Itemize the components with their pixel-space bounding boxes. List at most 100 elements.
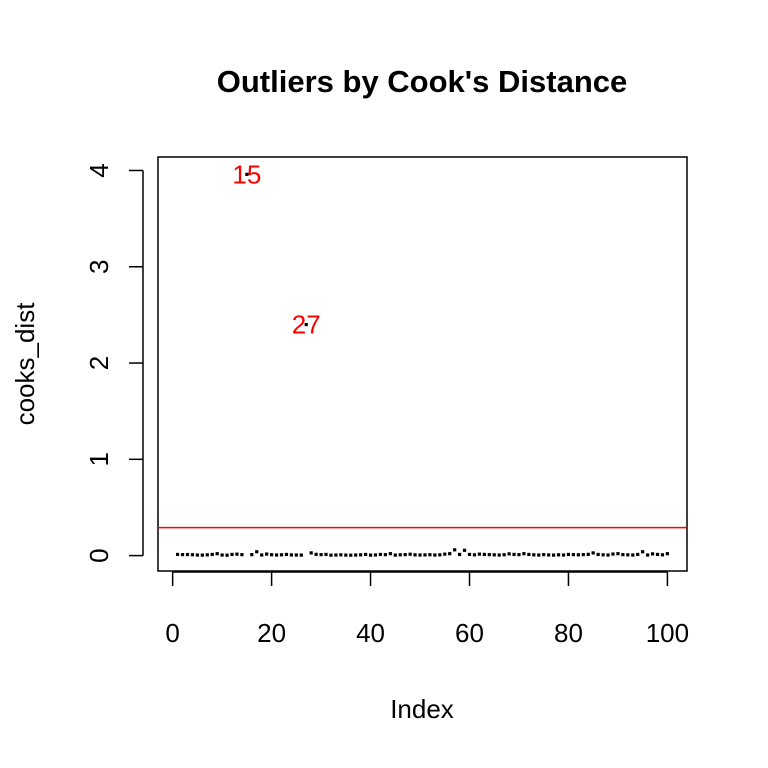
- data-point: [225, 553, 229, 557]
- x-axis-label: Index: [390, 694, 454, 724]
- x-tick-label: 40: [356, 618, 385, 648]
- data-point: [373, 553, 378, 557]
- data-point: [200, 553, 204, 557]
- data-point: [279, 553, 284, 557]
- x-tick-label: 60: [455, 618, 484, 648]
- data-point: [423, 553, 427, 557]
- data-point: [235, 552, 239, 556]
- plot-frame: [157, 156, 688, 572]
- data-point: [309, 551, 313, 555]
- data-point: [665, 552, 670, 556]
- y-tick-label: 1: [84, 452, 114, 466]
- data-point: [383, 553, 387, 557]
- data-points: [175, 172, 670, 557]
- data-point: [344, 553, 348, 557]
- data-point: [660, 553, 665, 557]
- x-axis: 0 20 40 60 80 100: [165, 571, 689, 648]
- data-point: [487, 553, 491, 557]
- y-tick-label: 2: [84, 356, 114, 370]
- data-point: [586, 552, 590, 556]
- data-point: [566, 552, 571, 557]
- data-point: [556, 553, 561, 557]
- data-point: [641, 550, 645, 554]
- data-point: [220, 553, 224, 557]
- y-axis: 0 1 2 3 4: [84, 163, 144, 563]
- data-point: [443, 552, 447, 556]
- data-point: [433, 553, 437, 557]
- data-point: [591, 551, 595, 555]
- outlier-label: 15: [232, 159, 261, 189]
- data-point: [205, 553, 209, 557]
- y-tick-label: 4: [84, 163, 114, 177]
- data-point: [260, 553, 264, 557]
- data-point: [324, 552, 328, 557]
- data-point: [547, 553, 551, 557]
- data-point: [408, 552, 412, 556]
- data-point: [185, 552, 190, 557]
- data-point: [448, 552, 452, 556]
- data-point: [561, 553, 566, 557]
- data-point: [472, 553, 477, 557]
- data-point: [438, 553, 442, 557]
- outlier-label: 27: [292, 310, 321, 340]
- data-point: [319, 553, 323, 557]
- data-point: [636, 552, 640, 557]
- data-point: [314, 552, 318, 556]
- data-point: [329, 553, 333, 557]
- data-point: [502, 553, 506, 557]
- data-point: [180, 553, 185, 557]
- data-point: [294, 553, 298, 557]
- data-point: [458, 552, 462, 557]
- data-point: [398, 553, 402, 557]
- y-tick-label: 0: [84, 548, 114, 562]
- data-point: [230, 552, 234, 557]
- data-point: [596, 552, 600, 557]
- data-point: [621, 553, 625, 557]
- data-point: [359, 553, 363, 557]
- data-point: [304, 322, 308, 327]
- data-point: [631, 553, 635, 557]
- data-point: [532, 553, 536, 557]
- data-point: [616, 552, 620, 556]
- data-point: [581, 553, 585, 557]
- data-point: [512, 552, 516, 557]
- data-point: [482, 552, 486, 557]
- data-point: [354, 553, 358, 557]
- data-point: [527, 552, 531, 557]
- data-point: [255, 550, 259, 554]
- data-point: [467, 552, 472, 557]
- data-point: [368, 553, 373, 557]
- data-point: [284, 552, 289, 557]
- data-point: [601, 553, 605, 557]
- data-point: [245, 172, 249, 176]
- data-point: [537, 553, 541, 557]
- data-point: [650, 552, 655, 556]
- data-point: [240, 553, 244, 557]
- data-point: [646, 553, 650, 557]
- data-point: [606, 553, 610, 557]
- data-point: [571, 553, 576, 557]
- data-point: [289, 553, 293, 557]
- data-point: [522, 552, 526, 556]
- data-point: [611, 552, 615, 556]
- data-point: [626, 553, 630, 557]
- data-point: [576, 553, 580, 557]
- data-point: [462, 548, 467, 552]
- x-tick-label: 100: [646, 618, 689, 648]
- data-point: [393, 553, 397, 557]
- data-point: [265, 552, 269, 556]
- data-point: [507, 552, 511, 556]
- data-point: [552, 553, 556, 557]
- data-point: [413, 553, 417, 557]
- y-axis-label: cooks_dist: [10, 302, 40, 426]
- data-point: [492, 553, 496, 557]
- data-point: [190, 553, 195, 557]
- data-point: [378, 552, 383, 557]
- data-point: [274, 553, 279, 557]
- data-point: [517, 553, 521, 557]
- data-point: [250, 553, 254, 557]
- data-point: [418, 553, 422, 557]
- data-point: [428, 553, 432, 557]
- data-point: [334, 553, 338, 557]
